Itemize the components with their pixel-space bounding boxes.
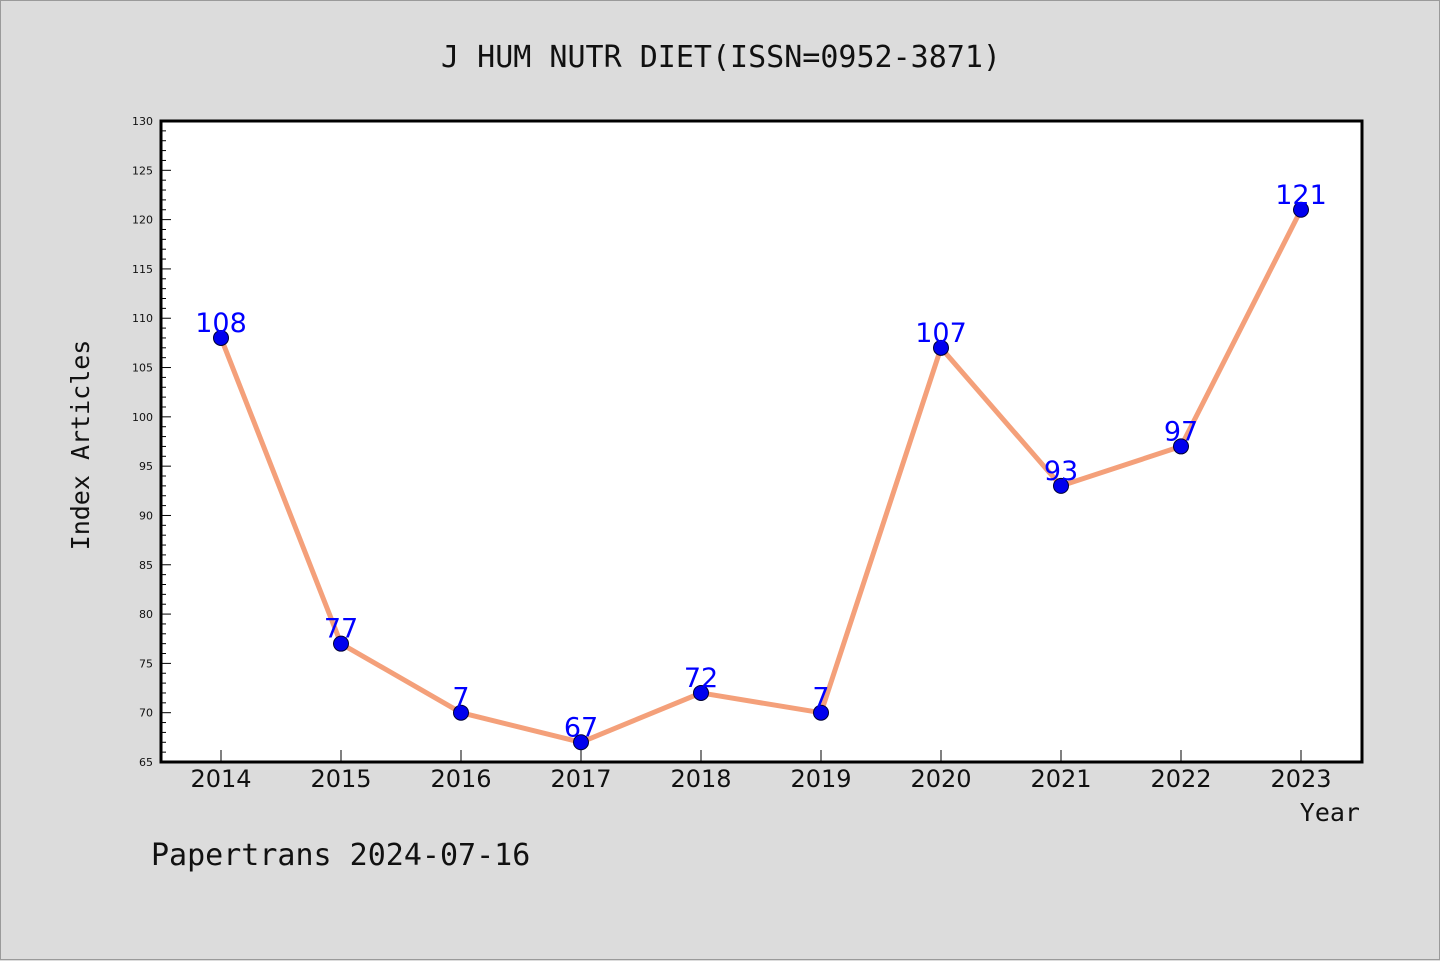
data-point — [813, 704, 829, 721]
data-label: 97 — [1164, 416, 1198, 447]
data-point — [1173, 438, 1189, 455]
data-label: 72 — [684, 663, 718, 694]
y-tick-label: 110 — [132, 312, 153, 325]
series-line — [218, 207, 1304, 745]
x-axis-label: Year — [1300, 798, 1360, 827]
data-point — [453, 704, 469, 721]
data-label: 77 — [324, 614, 358, 645]
y-tick-label: 100 — [132, 411, 153, 424]
y-tick-label: 120 — [132, 214, 153, 227]
x-tick-label: 2014 — [190, 765, 251, 793]
data-label: 93 — [1044, 456, 1078, 487]
y-tick-label: 95 — [139, 460, 153, 473]
y-tick-label: 70 — [139, 707, 153, 720]
y-tick-label: 105 — [132, 362, 153, 375]
footer-source-date: Papertrans 2024-07-16 — [151, 838, 530, 873]
data-point — [1053, 477, 1069, 494]
data-point — [333, 635, 349, 652]
y-tick-label: 115 — [132, 263, 153, 276]
data-label: 107 — [915, 318, 967, 349]
data-markers — [213, 201, 1309, 751]
y-tick-label: 80 — [139, 608, 153, 621]
y-tick-label: 65 — [139, 756, 153, 769]
data-label: 108 — [195, 308, 247, 339]
y-tick-label: 130 — [132, 115, 153, 128]
x-axis: 2014 2015 2016 2017 2018 2019 2020 2021 2022 2023 — [190, 750, 1332, 793]
series-line-group — [218, 207, 1304, 745]
y-tick-label: 75 — [139, 657, 153, 670]
chart-title: J HUM NUTR DIET(ISSN=0952-3871) — [441, 40, 1001, 75]
y-tick-label: 125 — [132, 164, 153, 177]
y-tick-label: 90 — [139, 509, 153, 522]
x-tick-label: 2020 — [910, 765, 971, 793]
x-tick-label: 2023 — [1270, 765, 1331, 793]
x-tick-label: 2016 — [430, 765, 491, 793]
x-tick-label: 2017 — [550, 765, 611, 793]
x-tick-label: 2015 — [310, 765, 371, 793]
data-label: 121 — [1275, 180, 1327, 211]
data-point — [573, 734, 589, 751]
x-tick-label: 2022 — [1150, 765, 1211, 793]
x-tick-label: 2019 — [790, 765, 851, 793]
data-label: 7 — [452, 683, 469, 714]
data-label: 7 — [812, 683, 829, 714]
y-tick-label: 85 — [139, 559, 153, 572]
y-axis-label: Index Articles — [66, 340, 95, 551]
data-label: 67 — [564, 712, 598, 743]
x-tick-label: 2021 — [1030, 765, 1091, 793]
data-point — [933, 339, 949, 356]
data-point — [1293, 201, 1309, 218]
x-tick-label: 2018 — [670, 765, 731, 793]
data-point — [213, 329, 229, 346]
data-point — [693, 684, 709, 701]
y-axis: 65 70 75 80 85 90 95 100 105 110 115 120 125 130 — [132, 115, 171, 769]
